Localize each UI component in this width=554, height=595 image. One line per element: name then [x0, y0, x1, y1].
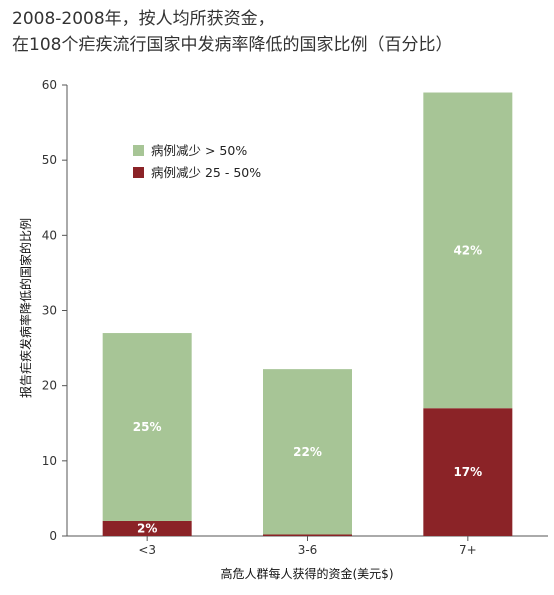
- data-label: 22%: [293, 445, 322, 459]
- chart-title-line-1: 2008-2008年，按人均所获资金，: [12, 9, 275, 29]
- x-axis: <3 3-6 7+: [67, 535, 548, 557]
- y-tick-label: 10: [42, 454, 57, 468]
- bars: 2% 25% 22% 17% 42%: [102, 92, 513, 536]
- x-tick-label: 7+: [459, 543, 477, 557]
- legend-swatch: [133, 145, 144, 156]
- y-tick-label: 60: [42, 78, 57, 92]
- chart-title-line-2: 在108个疟疾流行国家中发病率降低的国家比例（百分比）: [12, 35, 453, 55]
- bar-segment: [102, 520, 192, 536]
- bar-segment: [423, 408, 513, 536]
- legend-label: 病例减少 > 50%: [151, 143, 247, 158]
- x-tick-label: 3-6: [298, 543, 318, 557]
- y-axis: 0 10 20 30 40 50 60: [42, 78, 68, 543]
- legend-swatch: [133, 167, 144, 178]
- bar-segment: [263, 369, 352, 535]
- y-axis-label: 报告疟疾发病率降低的国家的比例: [18, 218, 33, 398]
- y-tick-label: 50: [42, 153, 57, 167]
- bar-segment: [102, 333, 192, 521]
- legend: 病例减少 > 50% 病例减少 25 - 50%: [133, 143, 261, 180]
- chart-title: 2008-2008年，按人均所获资金， 在108个疟疾流行国家中发病率降低的国家…: [12, 6, 547, 58]
- bar-segment: [263, 534, 352, 536]
- y-tick-label: 20: [42, 379, 57, 393]
- data-label: 17%: [453, 465, 482, 479]
- y-tick-label: 30: [42, 304, 57, 318]
- x-tick-label: <3: [138, 543, 156, 557]
- data-label: 42%: [453, 243, 482, 257]
- data-label: 2%: [137, 521, 157, 535]
- y-tick-label: 40: [42, 228, 57, 242]
- bar-segment: [423, 92, 513, 409]
- data-label: 25%: [133, 420, 162, 434]
- legend-label: 病例减少 25 - 50%: [151, 165, 261, 180]
- x-axis-label: 高危人群每人获得的资金(美元$): [221, 566, 394, 581]
- y-tick-label: 0: [49, 529, 57, 543]
